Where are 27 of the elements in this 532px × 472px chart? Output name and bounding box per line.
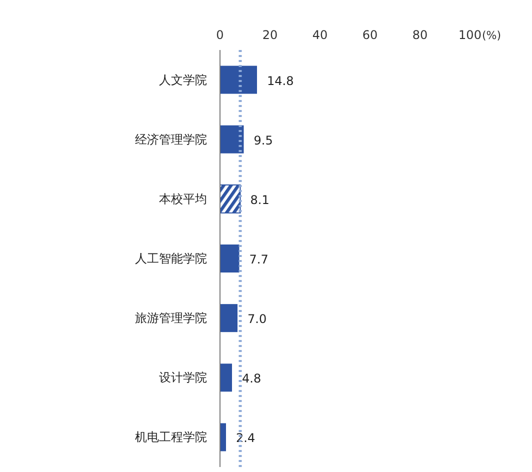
data-label: 14.8 bbox=[267, 74, 294, 88]
y-tick-label: 旅游管理学院 bbox=[135, 311, 207, 326]
data-label: 7.0 bbox=[248, 312, 267, 326]
y-tick-label: 经济管理学院 bbox=[135, 132, 207, 146]
bar bbox=[220, 364, 232, 392]
x-tick-label: 0 bbox=[216, 28, 224, 42]
x-tick-label: 80 bbox=[412, 28, 428, 42]
bar bbox=[220, 125, 244, 154]
bar bbox=[220, 304, 238, 332]
y-tick-label: 设计学院 bbox=[159, 370, 207, 385]
x-axis-title: (%) bbox=[482, 29, 502, 42]
bar bbox=[220, 184, 241, 214]
bar bbox=[220, 244, 240, 272]
x-tick-label: 20 bbox=[262, 28, 278, 42]
data-label: 9.5 bbox=[254, 133, 273, 148]
data-label: 7.7 bbox=[249, 252, 268, 266]
y-tick-label: 人文学院 bbox=[159, 72, 207, 87]
x-tick-label: 100 bbox=[458, 28, 482, 42]
bar bbox=[220, 66, 257, 94]
y-tick-label: 人工智能学院 bbox=[135, 252, 207, 266]
x-tick-label: 40 bbox=[312, 28, 328, 42]
bar bbox=[220, 423, 226, 452]
data-label: 8.1 bbox=[250, 192, 270, 207]
data-label: 4.8 bbox=[242, 372, 262, 386]
y-tick-label: 机电工程学院 bbox=[135, 430, 207, 444]
x-tick-label: 60 bbox=[362, 28, 378, 42]
y-tick-label: 本校平均 bbox=[159, 192, 207, 206]
